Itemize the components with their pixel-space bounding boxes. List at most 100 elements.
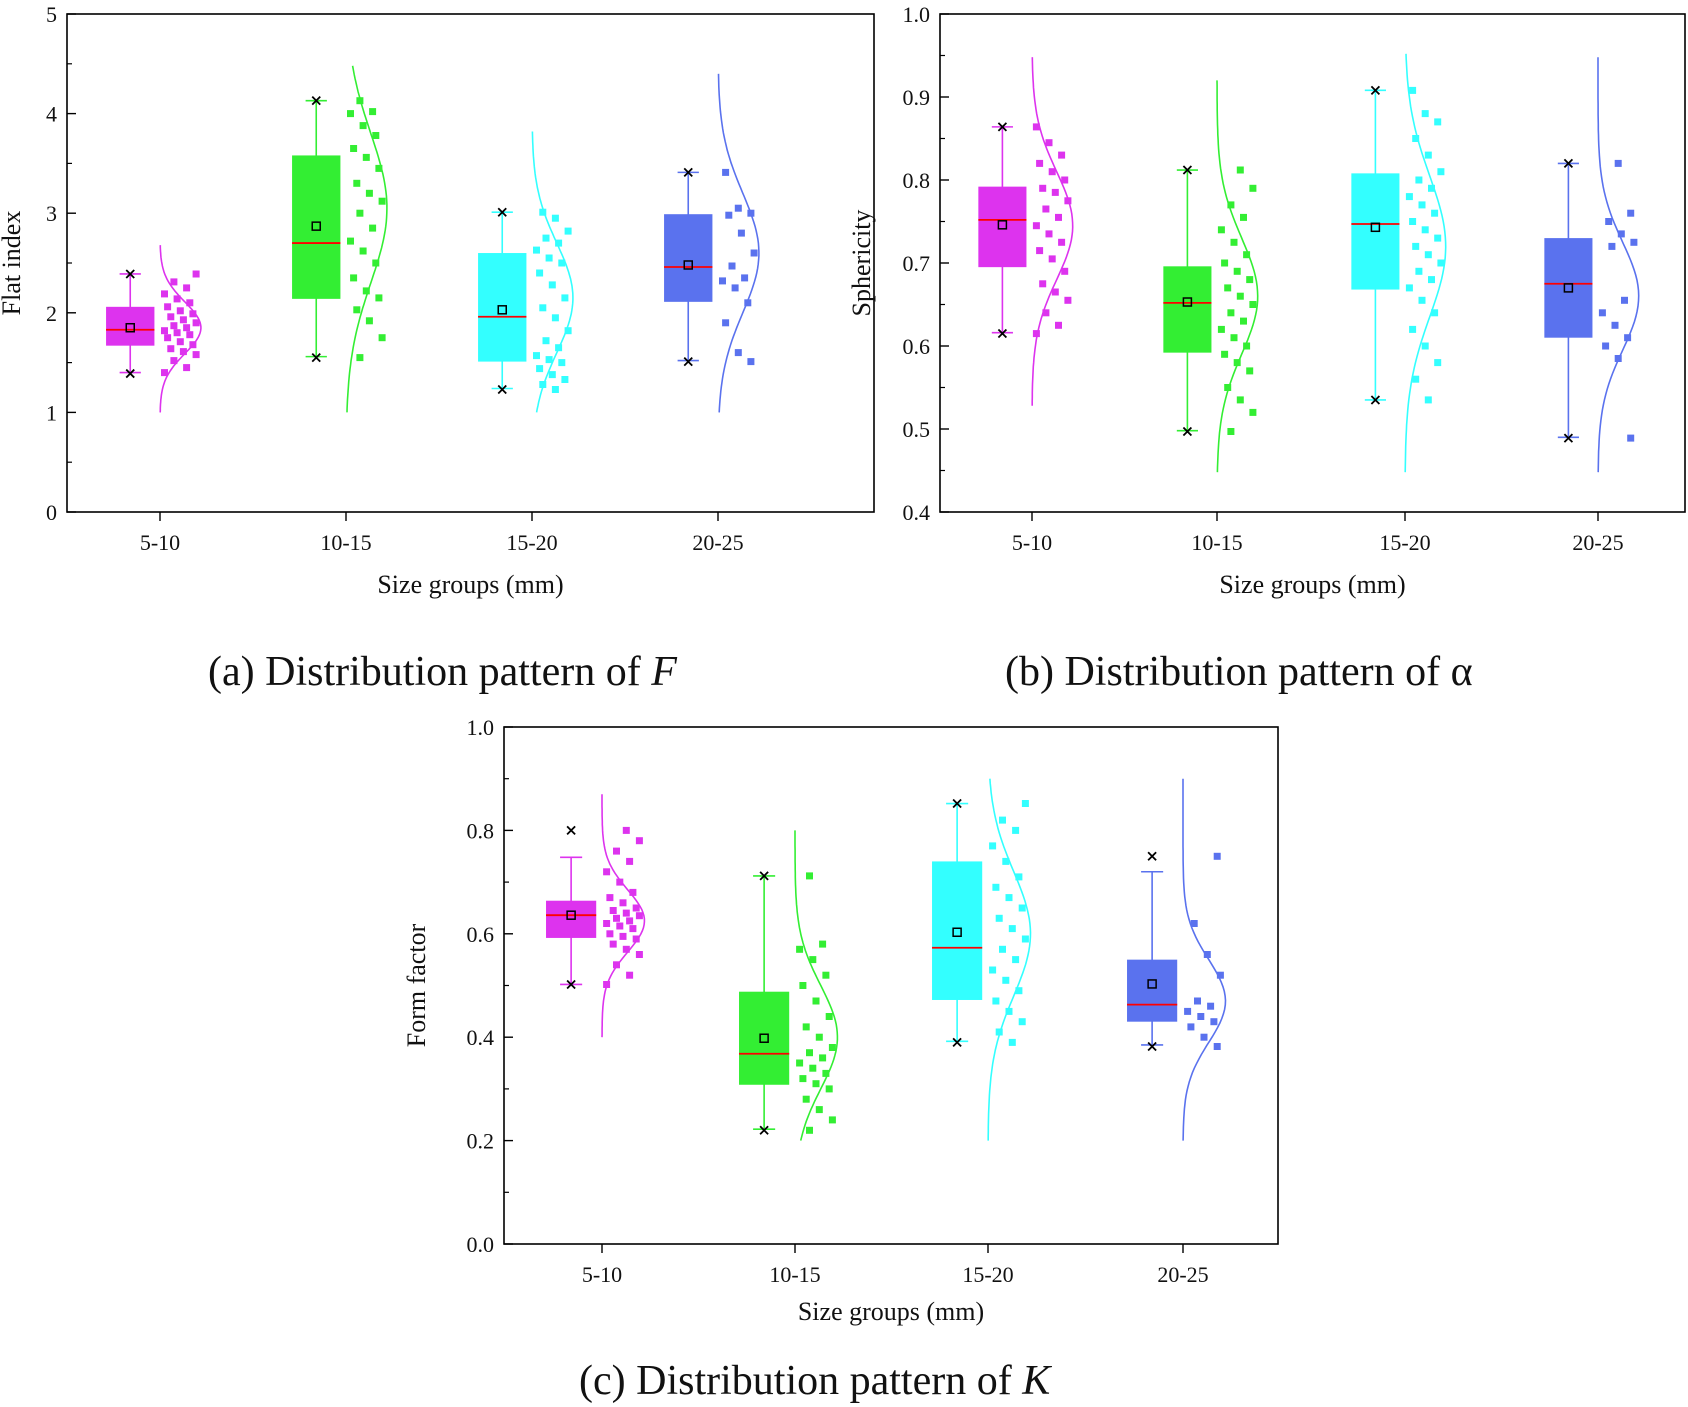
data-point [819, 1054, 827, 1062]
mean-marker [497, 305, 507, 315]
data-point [189, 310, 197, 318]
data-point [1236, 396, 1244, 404]
data-point [725, 211, 733, 219]
data-point [737, 229, 745, 237]
data-point [161, 327, 168, 335]
data-point [1221, 259, 1229, 267]
data-point [1213, 852, 1221, 860]
data-point [1418, 201, 1426, 209]
data-point [192, 319, 200, 327]
data-point [1434, 234, 1442, 242]
x-tick-label: 10-15 [320, 530, 371, 555]
data-point [815, 1033, 823, 1041]
data-point [1018, 904, 1026, 912]
extreme-marker [497, 207, 507, 217]
data-point [1249, 301, 1257, 308]
data-point [629, 888, 637, 896]
x-tick-label: 15-20 [1379, 530, 1430, 555]
distribution-curve [1597, 57, 1640, 473]
data-point [719, 277, 726, 285]
data-point [375, 294, 383, 302]
y-tick-label: 0 [46, 500, 57, 525]
data-point [1602, 342, 1610, 350]
data-point [1224, 284, 1232, 292]
y-axis-label: Form factor [402, 923, 431, 1047]
data-point [1424, 396, 1432, 404]
data-point [626, 857, 634, 865]
data-point [1233, 267, 1241, 275]
data-point [1409, 86, 1417, 94]
data-point [1437, 168, 1445, 176]
data-point [992, 883, 1000, 891]
data-point [164, 334, 172, 342]
data-point [995, 914, 1003, 922]
data-point [561, 376, 569, 383]
data-point [995, 1028, 1003, 1036]
group-20-25 [664, 73, 760, 413]
y-axis-label: Flat index [0, 211, 26, 316]
data-point [822, 1069, 830, 1077]
extreme-marker [497, 384, 507, 395]
extreme-marker [1147, 851, 1157, 861]
y-tick-label: 0.6 [903, 334, 931, 359]
data-point [347, 237, 354, 245]
data-point [1055, 321, 1062, 329]
data-point [1230, 334, 1238, 342]
extreme-marker [683, 356, 693, 367]
data-point [819, 940, 827, 948]
y-tick-label: 0.4 [467, 1025, 495, 1050]
data-point [1617, 230, 1625, 238]
caption-a: (a) Distribution pattern of F [208, 649, 677, 695]
data-point [989, 966, 997, 974]
extreme-marker [566, 979, 576, 990]
group-20-25 [1127, 778, 1227, 1141]
data-point [536, 365, 544, 373]
data-point [1236, 292, 1244, 300]
data-point [734, 349, 742, 357]
data-point [622, 945, 630, 953]
data-point [992, 997, 1000, 1005]
mean-marker [683, 260, 693, 270]
extreme-marker [683, 167, 693, 178]
distribution-curve [794, 830, 839, 1141]
x-tick-label: 5-10 [582, 1262, 622, 1287]
data-point [161, 290, 168, 298]
data-point [1418, 296, 1426, 304]
data-point [372, 132, 380, 139]
data-point [369, 108, 377, 116]
data-point [1187, 1023, 1195, 1031]
data-point [622, 909, 630, 917]
data-point [825, 1085, 833, 1093]
data-point [1036, 159, 1044, 167]
data-point [809, 956, 817, 964]
mean-marker [1182, 297, 1193, 307]
data-point [1428, 276, 1435, 284]
data-point [603, 981, 611, 988]
x-tick-label: 10-15 [769, 1262, 820, 1287]
extreme-marker [759, 871, 769, 881]
data-point [828, 1044, 836, 1051]
data-point [1412, 375, 1420, 383]
chart-panel-2: 0.4 0.5 0.6 0.7 0.8 0.9 1.0 5-10 10-15 15-20 20-25… [847, 2, 1686, 599]
data-point [1614, 355, 1622, 362]
plot-frame [66, 13, 875, 513]
data-point [1036, 247, 1044, 255]
extreme-marker [952, 798, 962, 809]
data-point [186, 331, 194, 339]
y-tick-label: 1.0 [467, 715, 495, 740]
data-point [1210, 1018, 1218, 1026]
iqr-box [1127, 959, 1178, 1022]
data-point [545, 254, 553, 262]
data-point [609, 940, 617, 948]
data-point [815, 1106, 823, 1114]
data-point [1405, 193, 1413, 201]
data-point [350, 145, 358, 152]
data-point [1058, 238, 1066, 246]
data-point [1627, 434, 1635, 442]
data-point [551, 386, 559, 393]
data-point [1240, 213, 1247, 221]
data-point [619, 932, 627, 940]
mean-marker [1147, 979, 1157, 989]
data-point [1227, 201, 1235, 209]
